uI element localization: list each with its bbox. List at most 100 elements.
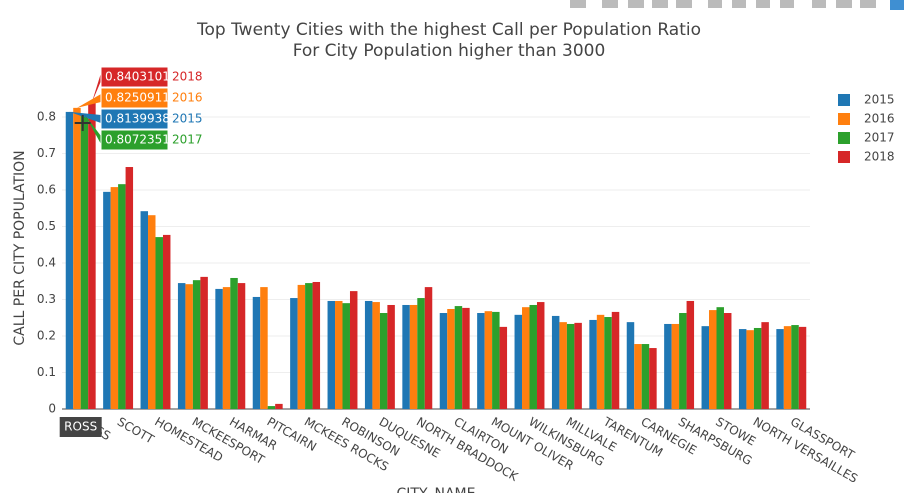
hover-pointer <box>76 94 101 108</box>
hover-label: 0.8403101 2018 <box>91 66 203 103</box>
bar <box>222 287 231 409</box>
modebar-button[interactable] <box>628 0 644 8</box>
bar <box>738 329 747 409</box>
modebar <box>570 0 904 10</box>
hover-pointer <box>91 73 101 103</box>
bar <box>80 114 89 409</box>
bar <box>664 323 672 409</box>
bar <box>88 102 96 410</box>
bar <box>679 313 687 409</box>
modebar-logo[interactable] <box>890 0 904 10</box>
hover-label: 0.8250911 2016 <box>76 87 203 109</box>
bar <box>753 327 762 409</box>
bar <box>372 302 380 409</box>
bar <box>327 300 336 409</box>
hover-label: 0.8139938 2015 <box>69 108 203 130</box>
bar <box>73 107 81 410</box>
bar <box>536 302 545 409</box>
modebar-button[interactable] <box>708 0 722 8</box>
bar <box>148 215 156 409</box>
bar <box>305 283 313 409</box>
bar <box>477 313 485 409</box>
hover-value: 0.8250911 <box>105 91 170 105</box>
bar <box>522 307 530 409</box>
bar <box>185 284 193 409</box>
modebar-button[interactable] <box>756 0 770 8</box>
legend-label: 2016 <box>864 112 895 126</box>
modebar-button[interactable] <box>732 0 746 8</box>
bar <box>671 323 680 409</box>
modebar-button[interactable] <box>780 0 794 8</box>
x-axis-label: CITY_NAME <box>397 486 476 493</box>
bar <box>604 317 612 409</box>
bar <box>260 287 268 409</box>
bar <box>215 288 223 409</box>
bar <box>559 322 567 409</box>
bar <box>723 313 732 409</box>
y-tick-label: 0.3 <box>37 292 56 306</box>
modebar-button[interactable] <box>570 0 586 8</box>
chart-title: Top Twenty Cities with the highest Call … <box>196 20 701 40</box>
hover-box <box>100 66 169 88</box>
bar <box>798 326 807 409</box>
bar <box>574 322 582 409</box>
bar <box>589 319 597 409</box>
bar <box>140 211 149 409</box>
hover-category: ROSS <box>64 420 97 434</box>
bar <box>746 330 754 409</box>
bar <box>118 184 126 409</box>
modebar-button[interactable] <box>676 0 692 8</box>
modebar-button[interactable] <box>836 0 852 8</box>
hover-series-name: 2016 <box>172 91 203 105</box>
bar <box>252 296 261 409</box>
legend-swatch <box>838 113 850 125</box>
bar <box>103 191 111 409</box>
y-tick-label: 0.7 <box>37 146 56 160</box>
bar <box>761 322 769 409</box>
bar <box>462 307 470 409</box>
bar <box>709 310 717 409</box>
modebar-button[interactable] <box>652 0 668 8</box>
chart-subtitle: For City Population higher than 3000 <box>293 41 606 61</box>
bar <box>716 307 724 409</box>
bar <box>162 234 171 409</box>
bar <box>551 315 560 409</box>
legend-label: 2015 <box>864 93 895 107</box>
legend-swatch <box>838 132 850 144</box>
bar <box>125 167 134 409</box>
hover-pointer <box>69 111 101 123</box>
bar <box>447 308 455 409</box>
hover-value: 0.8139938 <box>105 112 170 126</box>
bar <box>290 298 298 409</box>
hover-series-name: 2018 <box>172 70 203 84</box>
hover-box <box>100 129 169 151</box>
bar <box>402 304 410 409</box>
legend-label: 2018 <box>864 150 895 164</box>
hover-category-box <box>59 417 102 437</box>
hover-series-name: 2015 <box>172 112 203 126</box>
y-tick-label: 0.4 <box>37 256 56 270</box>
y-tick-label: 0 <box>48 402 56 416</box>
y-tick-label: 0.2 <box>37 329 56 343</box>
bar <box>529 304 537 409</box>
bar <box>641 344 650 409</box>
bar <box>701 326 710 409</box>
bar <box>409 304 418 409</box>
bar <box>192 280 201 409</box>
bar <box>499 326 508 409</box>
modebar-button[interactable] <box>812 0 826 8</box>
x-tick-label: SCOTT <box>115 415 157 447</box>
y-axis-label: CALL PER CITY POPULATION <box>12 150 28 345</box>
hover-value: 0.8403101 <box>105 70 170 84</box>
bar <box>297 284 306 409</box>
modebar-button[interactable] <box>602 0 618 8</box>
legend-label: 2017 <box>864 131 895 145</box>
bar <box>514 314 523 409</box>
bar <box>686 300 695 409</box>
bar <box>379 313 388 409</box>
bar <box>312 281 321 409</box>
modebar-button[interactable] <box>860 0 876 8</box>
y-tick-label: 0.6 <box>37 183 56 197</box>
bar <box>110 187 119 409</box>
